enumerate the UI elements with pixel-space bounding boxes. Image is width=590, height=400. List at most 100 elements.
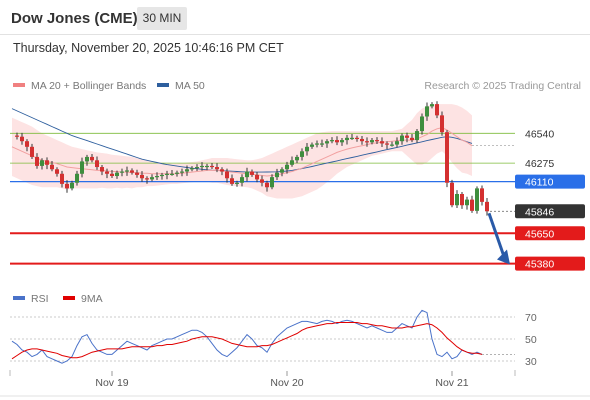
rsi-tick-30: 30 xyxy=(525,356,537,368)
candle-body xyxy=(40,160,44,166)
candle-body xyxy=(315,143,319,145)
level-tag-46110 xyxy=(515,174,585,189)
instrument-title: Dow Jones (CME) xyxy=(11,10,138,27)
rsi-ma-line xyxy=(11,322,483,360)
legend-ma50-swatch xyxy=(157,83,169,88)
candle-body xyxy=(25,141,29,147)
candle-body xyxy=(160,174,164,177)
candle-body xyxy=(310,144,314,147)
candle-body xyxy=(90,156,94,161)
candle-body xyxy=(185,169,189,172)
candle-body xyxy=(45,160,49,165)
candle-body xyxy=(105,171,109,174)
legend-rsi-ma-label: 9MA xyxy=(81,293,103,305)
candle-body xyxy=(100,167,104,172)
candle-body xyxy=(190,168,194,170)
candle-body xyxy=(350,137,354,140)
level-label-46110: 46110 xyxy=(525,177,554,189)
candle-body xyxy=(275,172,279,178)
timeframe-button[interactable]: 30 MIN xyxy=(137,7,187,30)
candle-body xyxy=(175,172,179,174)
candle-body xyxy=(300,151,304,157)
level-label-46540: 46540 xyxy=(525,128,554,140)
candle-body xyxy=(225,171,229,179)
candle-body xyxy=(15,135,19,137)
candle-body xyxy=(20,136,24,142)
header-bar: Dow Jones (CME) 30 MIN xyxy=(0,0,590,34)
rsi-tick-70: 70 xyxy=(525,312,537,324)
candle-body xyxy=(435,104,439,116)
candle-body xyxy=(35,156,39,166)
legend-rsi-ma-swatch xyxy=(63,296,75,301)
legend-rsi: RSI xyxy=(13,293,49,305)
level-label-46275: 46275 xyxy=(525,158,554,170)
candle-body xyxy=(375,140,379,142)
candle-body xyxy=(30,146,34,157)
candle-body xyxy=(480,188,484,202)
legend-rsi-ma: 9MA xyxy=(63,293,103,305)
x-tick-label: Nov 21 xyxy=(435,377,468,389)
candle-body xyxy=(85,156,89,162)
header-divider xyxy=(0,34,590,35)
candle-body xyxy=(305,146,309,152)
candle-body xyxy=(475,188,479,211)
legend-bollinger-swatch xyxy=(13,83,25,88)
candle-body xyxy=(210,165,214,168)
candle-body xyxy=(335,140,339,143)
candle-body xyxy=(145,178,149,180)
x-tick-label: Nov 20 xyxy=(270,377,303,389)
x-tick-label: Nov 19 xyxy=(95,377,128,389)
candle-body xyxy=(250,171,254,175)
candle-body xyxy=(235,182,239,184)
legend-bollinger: MA 20 + Bollinger Bands xyxy=(13,80,146,92)
candle-body xyxy=(265,182,269,188)
candle-body xyxy=(390,144,394,146)
candle-body xyxy=(290,160,294,165)
candle-body xyxy=(405,135,409,138)
candle-body xyxy=(330,140,334,142)
level-label-45650: 45650 xyxy=(525,228,554,240)
candle-body xyxy=(365,141,369,143)
candle-body xyxy=(95,160,99,168)
rsi-tick-50: 50 xyxy=(525,334,537,346)
candle-body xyxy=(205,165,209,168)
legend-rsi-swatch xyxy=(13,296,25,301)
candle-body xyxy=(195,167,199,169)
candle-body xyxy=(170,173,174,175)
candle-body xyxy=(360,138,364,142)
candle-body xyxy=(325,141,329,144)
candle-body xyxy=(245,171,249,178)
legend-ma50: MA 50 xyxy=(157,80,205,92)
candle-body xyxy=(355,137,359,140)
candle-body xyxy=(445,132,449,183)
candle-body xyxy=(470,199,474,211)
copyright-text: Research © 2025 Trading Central xyxy=(424,80,581,92)
candle-body xyxy=(425,106,429,117)
candle-body xyxy=(465,199,469,206)
candle-body xyxy=(240,177,244,183)
level-tag-45380 xyxy=(515,256,585,271)
candles-group xyxy=(15,101,489,216)
candle-body xyxy=(460,193,464,206)
candle-body xyxy=(220,169,224,172)
ma50-line xyxy=(11,108,473,173)
projection-arrow-shaft xyxy=(487,212,506,258)
candle-body xyxy=(125,170,129,172)
level-label-45380: 45380 xyxy=(525,259,554,271)
candle-body xyxy=(60,173,64,184)
candle-body xyxy=(180,171,184,173)
legend-bollinger-label: MA 20 + Bollinger Bands xyxy=(31,80,147,92)
candle-body xyxy=(120,171,124,173)
candle-body xyxy=(270,177,274,188)
candle-body xyxy=(485,201,489,212)
candle-body xyxy=(320,143,324,145)
candle-body xyxy=(440,115,444,133)
candle-body xyxy=(455,193,459,206)
candle-body xyxy=(415,131,419,141)
candle-body xyxy=(420,116,424,132)
candle-body xyxy=(135,172,139,175)
candle-body xyxy=(395,141,399,145)
candle-body xyxy=(370,140,374,143)
candle-body xyxy=(345,137,349,141)
